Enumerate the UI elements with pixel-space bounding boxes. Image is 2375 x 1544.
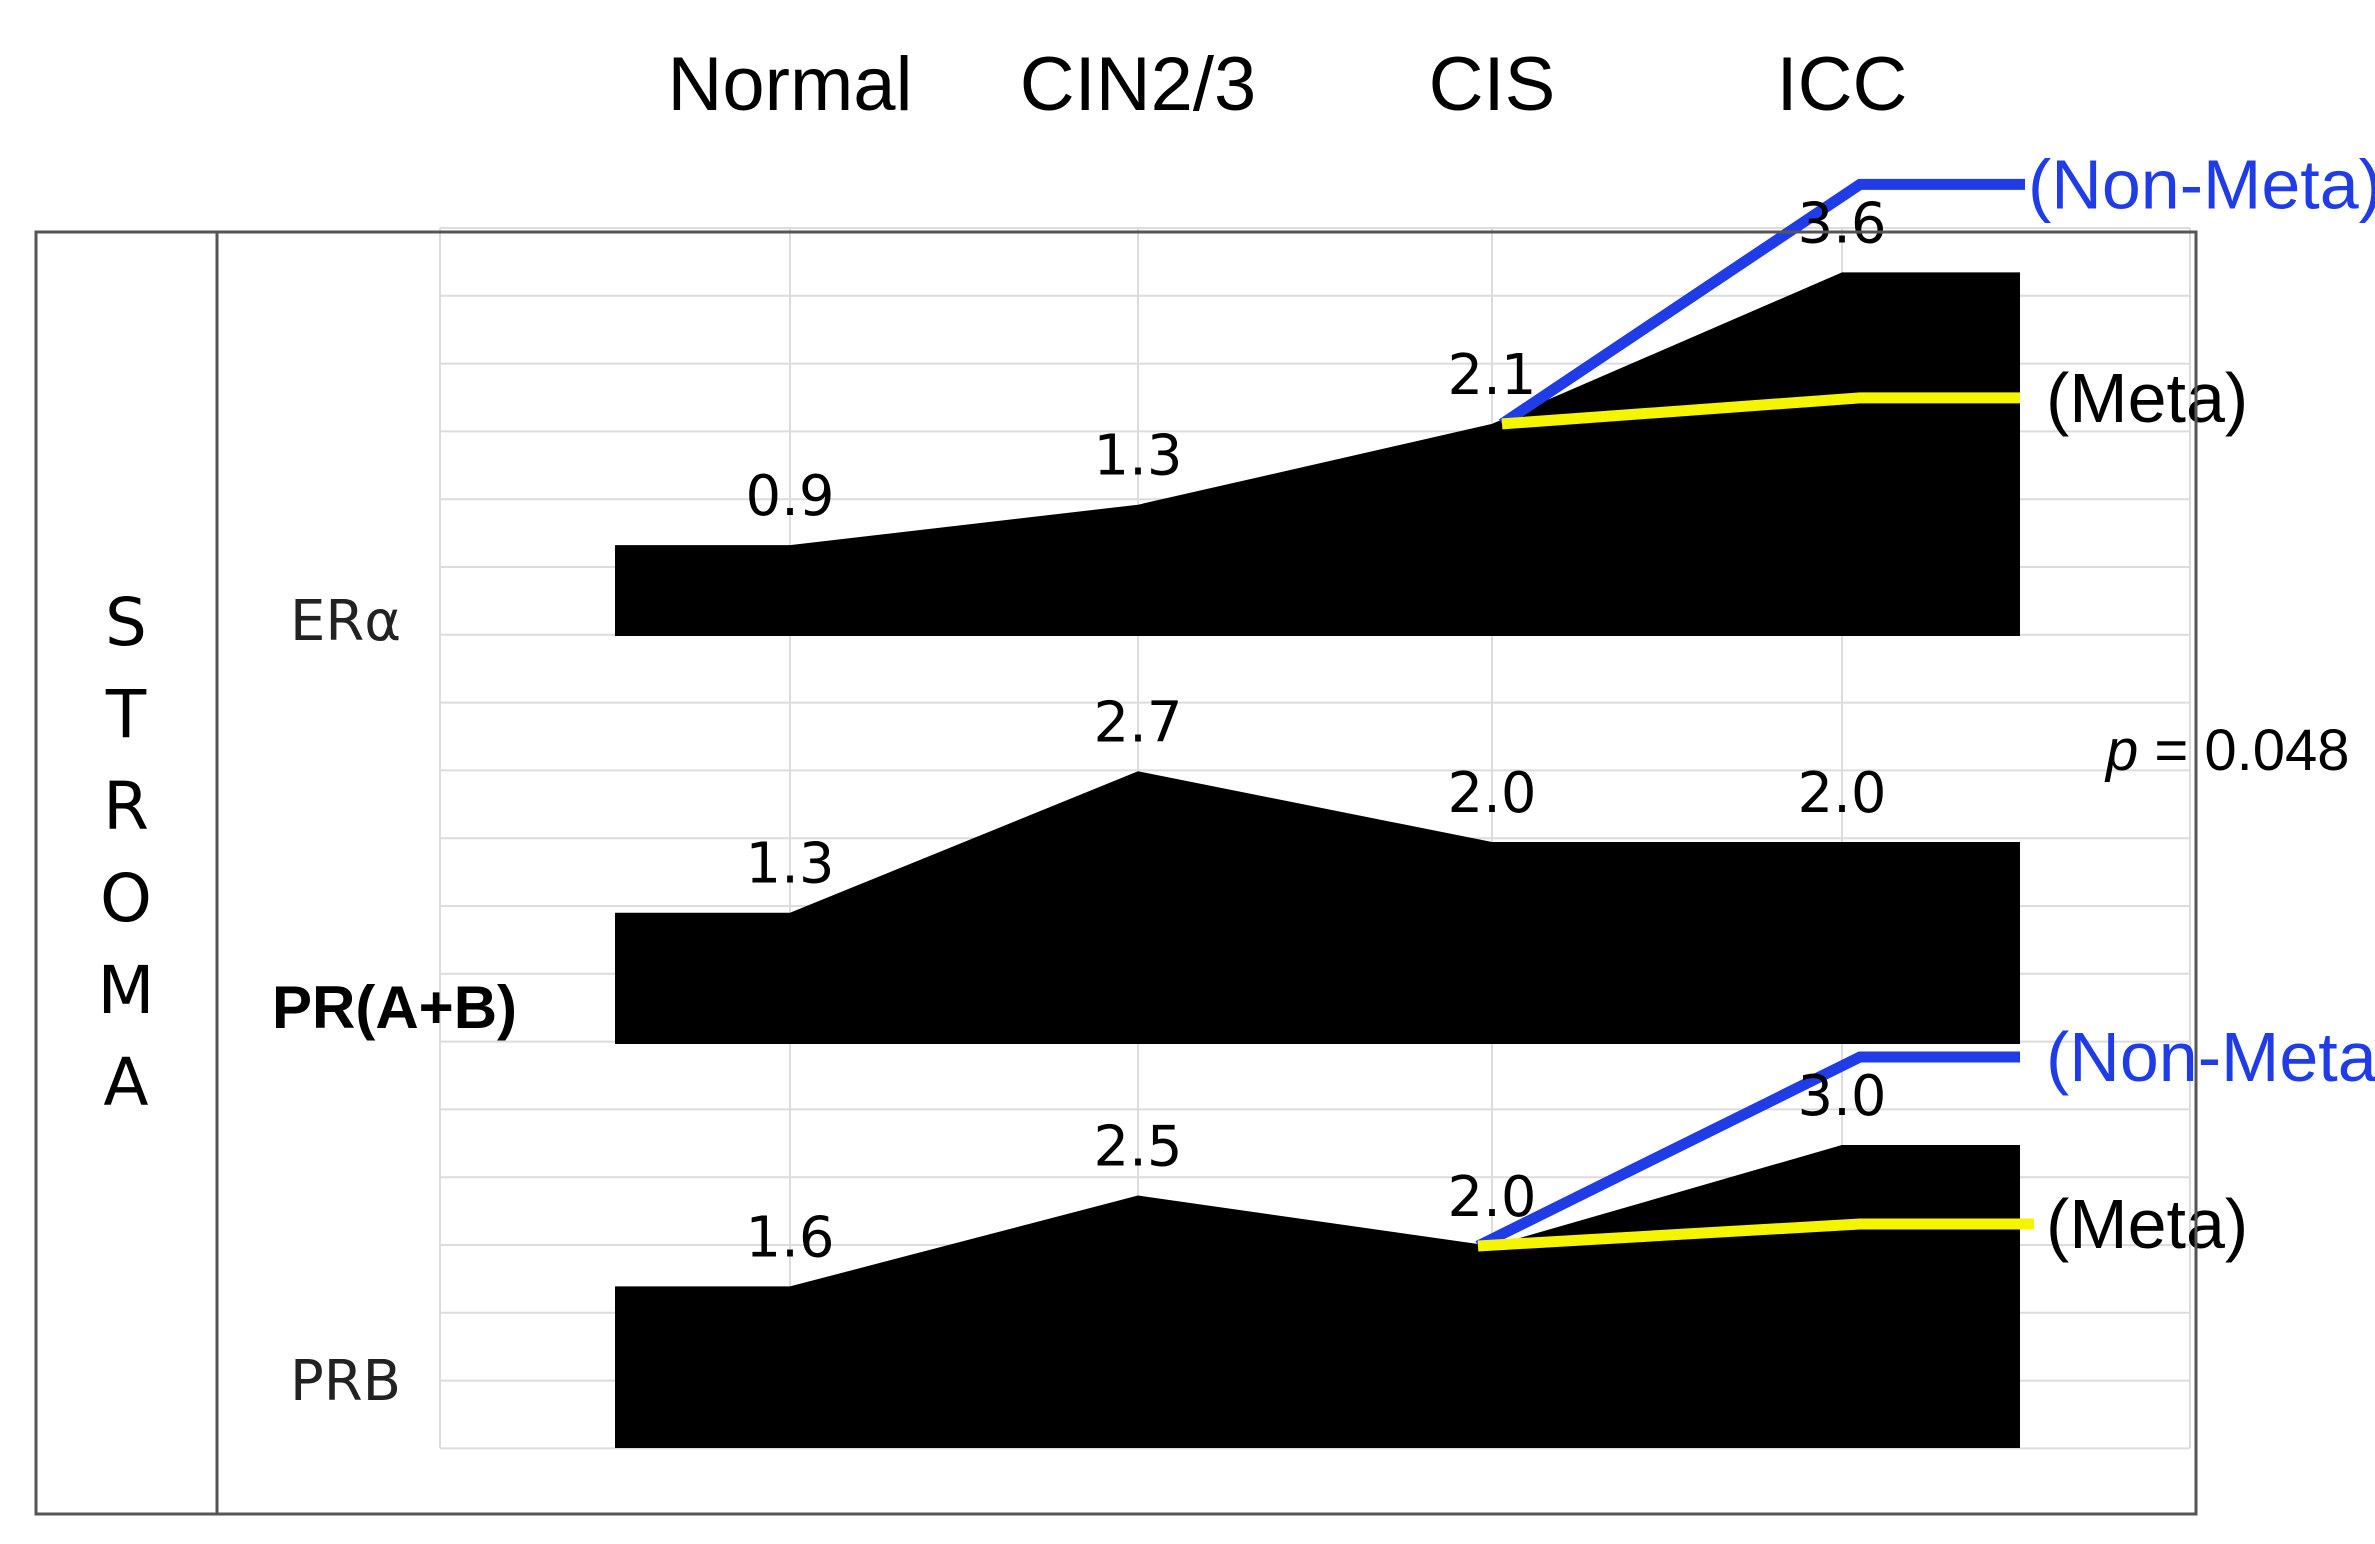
branch-label-meta: (Meta) xyxy=(2046,1185,2248,1263)
value-label: 1.3 xyxy=(1093,424,1182,489)
stroma-letter: S xyxy=(105,584,147,661)
area-prb xyxy=(615,1145,2020,1448)
row-label-pr-a-b: PR(A+B) xyxy=(272,974,517,1041)
branch-line-meta xyxy=(1477,1218,2034,1252)
outer-frame xyxy=(34,230,2198,1516)
stroma-letter: T xyxy=(105,676,147,753)
area-layer xyxy=(615,272,2020,1448)
value-label: 2.5 xyxy=(1093,1115,1182,1180)
row-label-prb: PRB xyxy=(290,1349,401,1414)
row-label-er: ERα xyxy=(290,589,401,654)
p-value-annotation: p = 0.048 xyxy=(2104,718,2350,783)
branch-label-meta: (Meta) xyxy=(2046,359,2248,437)
branch-line-non-meta xyxy=(1498,178,2025,429)
value-label: 3.0 xyxy=(1797,1064,1886,1129)
value-label: 2.0 xyxy=(1447,1165,1536,1230)
value-label: 3.6 xyxy=(1797,191,1886,256)
branch-layer xyxy=(1475,178,2034,1252)
stroma-letter: R xyxy=(103,768,149,845)
value-label: 1.3 xyxy=(745,832,834,897)
text-layer: Normal CIN2/3 CIS ICC 0.9 1.3 2.1 3.6 ERα (Non-Me… xyxy=(272,42,2375,1414)
branch-label-non-meta: (Non-Meta) xyxy=(2046,1018,2375,1096)
stroma-letter: M xyxy=(98,952,155,1029)
area-er xyxy=(615,272,2020,636)
stroma-letter: O xyxy=(100,860,152,937)
value-label: 2.7 xyxy=(1093,690,1182,755)
branch-line-non-meta xyxy=(1475,1051,2020,1251)
value-label: 2.0 xyxy=(1797,761,1886,826)
stage-label-cin2-3: CIN2/3 xyxy=(1020,42,1257,127)
stage-label-normal: Normal xyxy=(668,42,913,127)
p-value-number: = 0.048 xyxy=(2138,718,2349,783)
p-symbol: p xyxy=(2104,718,2138,783)
stage-label-icc: ICC xyxy=(1777,42,1908,127)
value-label: 2.1 xyxy=(1447,343,1536,408)
value-label: 0.9 xyxy=(745,464,834,529)
area-pr-a-b xyxy=(615,771,2020,1044)
value-label: 1.6 xyxy=(745,1205,834,1270)
value-label: 2.0 xyxy=(1447,761,1536,826)
stage-label-cis: CIS xyxy=(1429,42,1556,127)
branch-line-meta xyxy=(1501,392,2020,430)
stroma-letter: A xyxy=(103,1044,148,1121)
branch-label-non-meta: (Non-Meta) xyxy=(2028,145,2375,223)
